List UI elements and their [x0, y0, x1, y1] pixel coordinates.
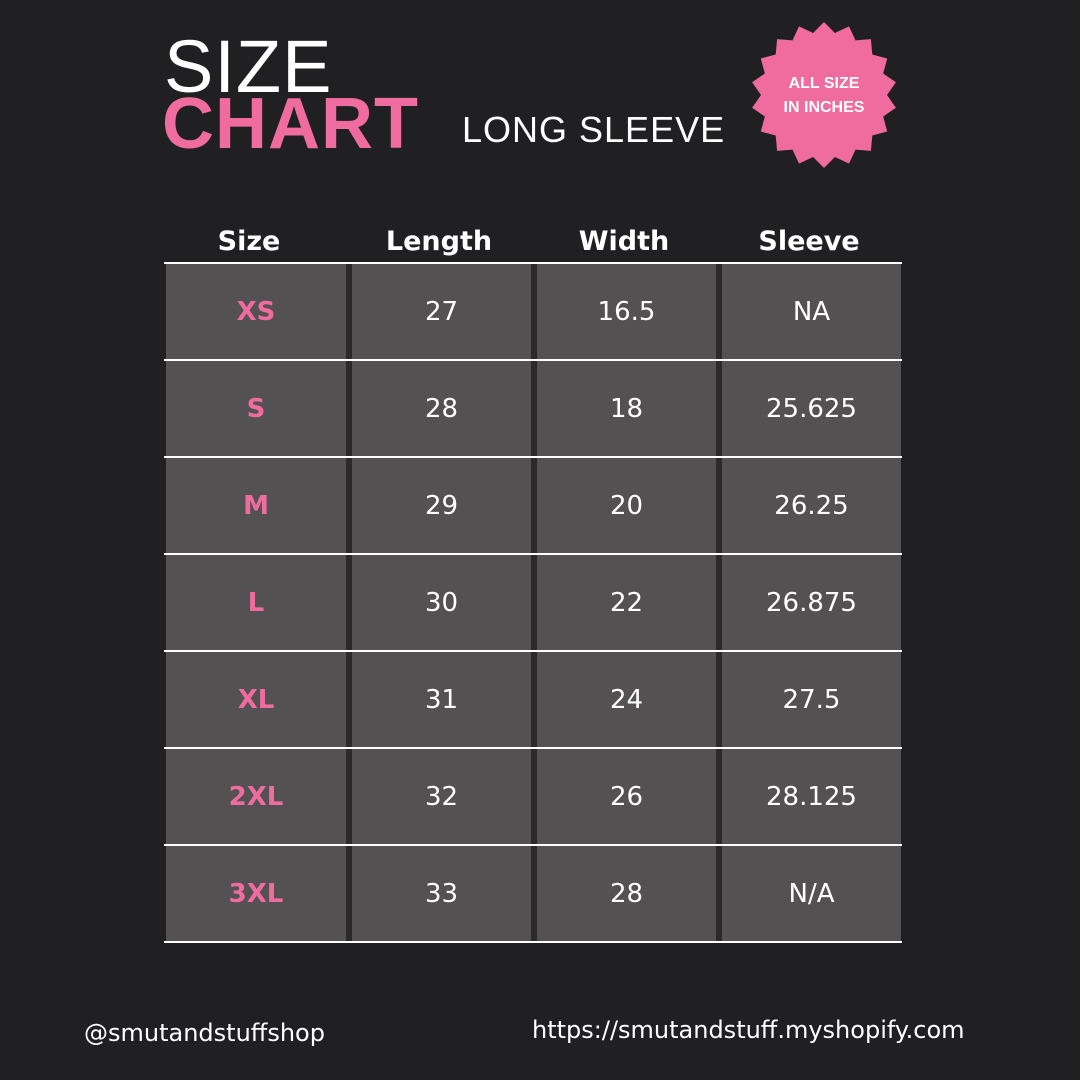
header-size: Size — [217, 226, 281, 257]
cell-size: XL — [166, 652, 346, 747]
inches-badge: ALL SIZE IN INCHES — [750, 22, 898, 168]
cell-width: 22 — [537, 555, 716, 650]
cell-sleeve: N/A — [722, 846, 901, 941]
cell-width: 28 — [537, 846, 716, 941]
shop-url[interactable]: https://smutandstuff.myshopify.com — [532, 1016, 965, 1044]
cell-size: 3XL — [166, 846, 346, 941]
row-divider — [164, 553, 902, 555]
cell-width: 18 — [537, 361, 716, 456]
cell-sleeve: NA — [722, 264, 901, 359]
title-chart: CHART — [162, 84, 419, 164]
cell-sleeve: 25.625 — [722, 361, 901, 456]
row-divider — [164, 456, 902, 458]
cell-length: 31 — [352, 652, 531, 747]
row-divider — [164, 359, 902, 361]
cell-size: M — [166, 458, 346, 553]
row-divider — [164, 844, 902, 846]
cell-width: 26 — [537, 749, 716, 844]
header-sleeve: Sleeve — [758, 226, 860, 257]
header-length: Length — [385, 226, 493, 257]
cell-length: 28 — [352, 361, 531, 456]
cell-length: 27 — [352, 264, 531, 359]
social-handle[interactable]: @smutandstuffshop — [84, 1019, 325, 1047]
cell-width: 20 — [537, 458, 716, 553]
cell-length: 30 — [352, 555, 531, 650]
starburst-icon — [752, 22, 896, 168]
badge-line2: IN INCHES — [783, 99, 865, 116]
column-divider — [531, 264, 537, 941]
cell-width: 16.5 — [537, 264, 716, 359]
cell-width: 24 — [537, 652, 716, 747]
cell-length: 29 — [352, 458, 531, 553]
title-size: SIZE — [164, 25, 333, 108]
row-divider — [164, 747, 902, 749]
cell-size: 2XL — [166, 749, 346, 844]
cell-sleeve: 26.875 — [722, 555, 901, 650]
badge-line1: ALL SIZE — [788, 75, 860, 92]
cell-size: S — [166, 361, 346, 456]
cell-sleeve: 28.125 — [722, 749, 901, 844]
cell-size: XS — [166, 264, 346, 359]
cell-length: 33 — [352, 846, 531, 941]
row-divider — [164, 941, 902, 943]
header-width: Width — [578, 226, 670, 257]
row-divider — [164, 262, 902, 264]
cell-sleeve: 26.25 — [722, 458, 901, 553]
column-divider — [716, 264, 722, 941]
cell-length: 32 — [352, 749, 531, 844]
cell-sleeve: 27.5 — [722, 652, 901, 747]
subtitle: LONG SLEEVE — [462, 109, 726, 150]
row-divider — [164, 650, 902, 652]
cell-size: L — [166, 555, 346, 650]
column-divider — [346, 264, 352, 941]
